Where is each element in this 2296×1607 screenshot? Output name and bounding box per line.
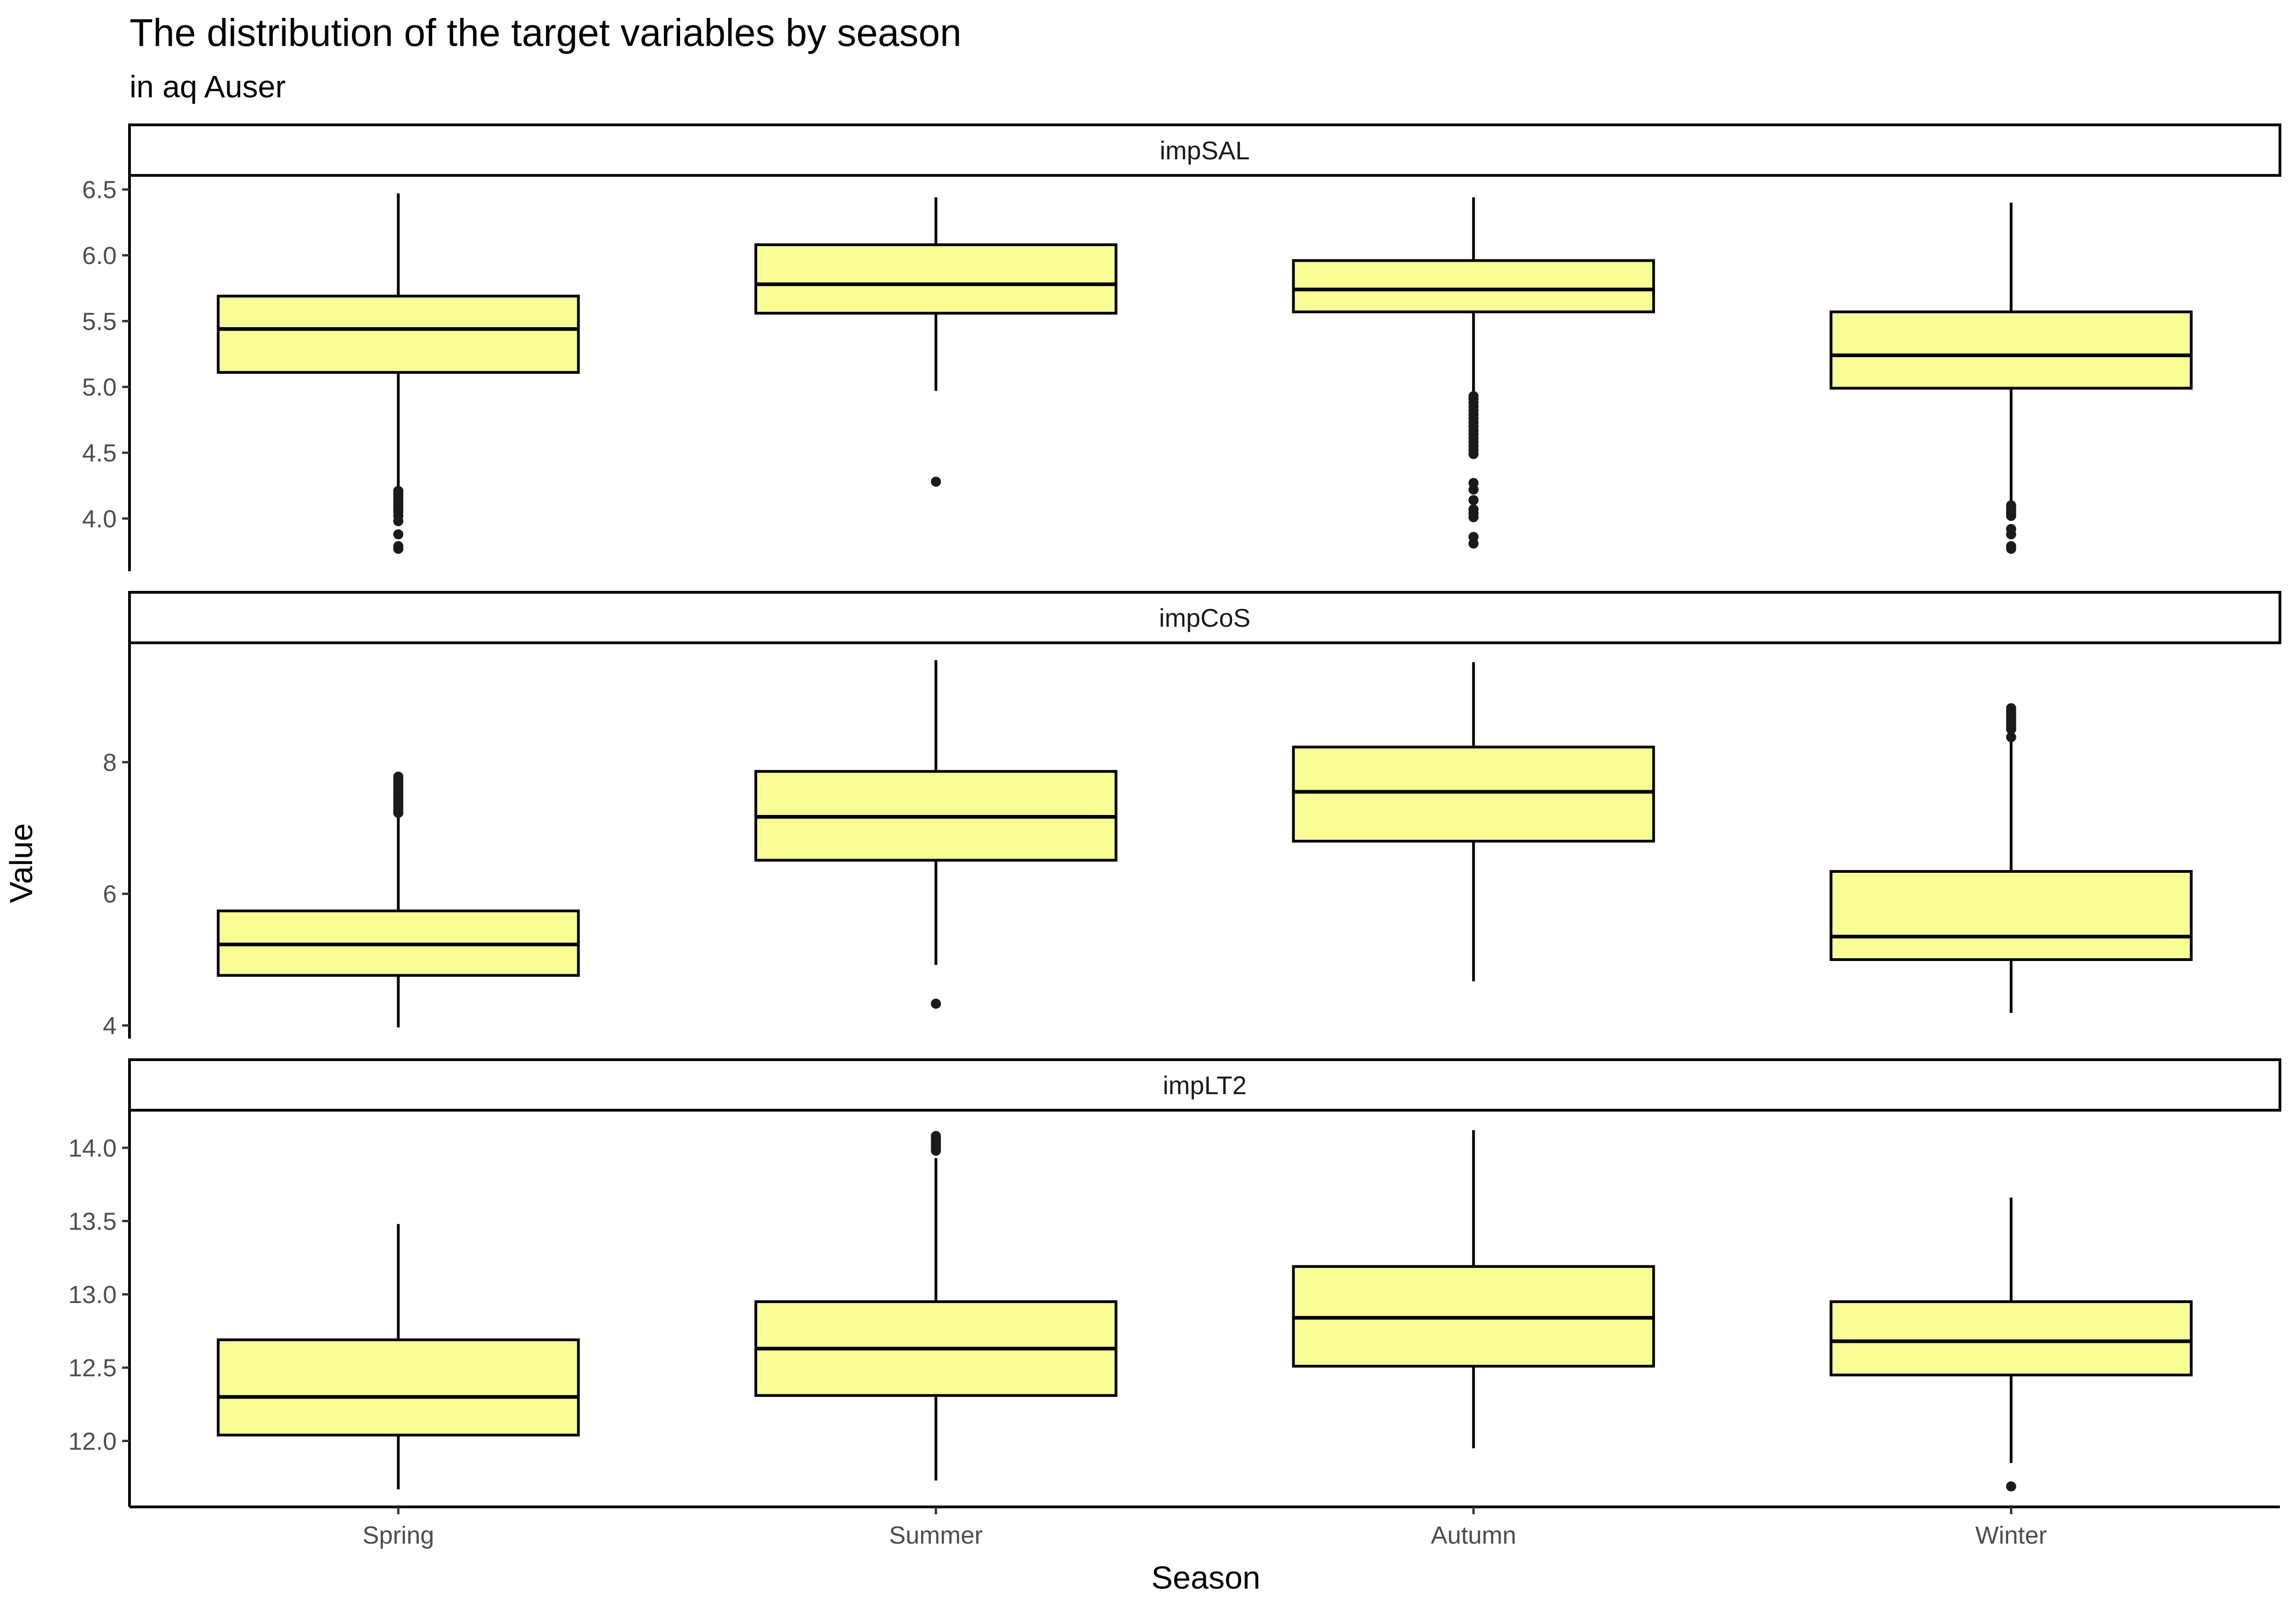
outlier-point <box>2006 1481 2016 1492</box>
strip-label-impLT2: impLT2 <box>1163 1071 1247 1100</box>
outlier-point <box>393 529 404 539</box>
outlier-point <box>1468 484 1479 495</box>
x-axis: Spring Summer Autumn Winter <box>129 1506 2280 1549</box>
y-tick-label: 6.0 <box>82 242 117 270</box>
chart-subtitle: in aq Auser <box>129 69 286 104</box>
y-tick-label: 8 <box>103 749 117 776</box>
x-tick-label: Spring <box>362 1522 434 1549</box>
outlier-point <box>393 516 404 527</box>
box-impSAL-Autumn <box>1292 197 1655 549</box>
outlier-point <box>1468 512 1479 523</box>
outlier-point <box>1468 495 1479 506</box>
iqr-box <box>754 243 1118 315</box>
outlier-point <box>1468 449 1479 459</box>
iqr-box <box>217 1338 580 1437</box>
outlier-point <box>2006 724 2016 735</box>
x-tick-label: Winter <box>1975 1522 2047 1549</box>
y-tick-label: 12.5 <box>68 1354 117 1382</box>
chart-title: The distribution of the target variables… <box>129 11 962 54</box>
strip-label-impSAL: impSAL <box>1159 136 1249 165</box>
outlier-point <box>2006 529 2016 539</box>
strip-impLT2 <box>128 1058 2281 1112</box>
outlier-point <box>931 1146 941 1156</box>
outlier-point <box>931 477 941 487</box>
y-tick-label: 4.5 <box>82 439 117 467</box>
facet-impLT2: impLT2 12.0 12.5 13.0 13.5 14.0 <box>68 1058 2281 1507</box>
iqr-box <box>1292 746 1655 843</box>
box-impLT2-Autumn <box>1292 1130 1655 1449</box>
outlier-point <box>1468 538 1479 549</box>
iqr-box <box>1829 310 2193 390</box>
iqr-box <box>1829 870 2193 961</box>
y-tick-label: 5.5 <box>82 308 117 335</box>
facet-impCoS: impCoS 4 6 8 <box>103 591 2281 1039</box>
strip-impSAL <box>128 124 2281 177</box>
strip-label-impCoS: impCoS <box>1159 603 1250 632</box>
box-impLT2-Winter <box>1829 1197 2193 1492</box>
y-tick-label: 13.0 <box>68 1281 117 1309</box>
box-impCoS-Summer <box>754 660 1118 1009</box>
facet-impSAL: impSAL 4.0 4.5 5.0 5.5 6.0 6.5 <box>82 124 2281 571</box>
x-tick-label: Autumn <box>1431 1522 1516 1549</box>
outlier-point <box>2006 511 2016 521</box>
box-impCoS-Spring <box>217 771 580 1028</box>
iqr-box <box>1292 259 1655 314</box>
outlier-point <box>393 808 404 818</box>
y-tick-label: 4.0 <box>82 505 117 533</box>
box-impLT2-Spring <box>217 1224 580 1489</box>
y-tick-label: 13.5 <box>68 1208 117 1235</box>
box-impCoS-Winter <box>1829 703 2193 1013</box>
y-tick-label: 14.0 <box>68 1135 117 1162</box>
y-tick-label: 5.0 <box>82 374 117 401</box>
facet-panels: impSAL 4.0 4.5 5.0 5.5 6.0 6.5 impCoS 4 6 8 impLT2 1… <box>68 124 2281 1507</box>
strip-impCoS <box>128 591 2281 644</box>
iqr-box <box>217 294 580 374</box>
outlier-point <box>393 544 404 554</box>
y-tick-label: 6 <box>103 881 117 908</box>
x-axis-title: Season <box>1151 1560 1260 1596</box>
x-tick-label: Summer <box>889 1522 983 1549</box>
outlier-point <box>2006 544 2016 554</box>
box-impCoS-Autumn <box>1292 662 1655 982</box>
box-impSAL-Spring <box>217 193 580 554</box>
y-tick-label: 6.5 <box>82 176 117 204</box>
outlier-point <box>931 999 941 1009</box>
y-axis-title: Value <box>3 823 39 903</box>
y-tick-label: 4 <box>103 1012 117 1039</box>
box-impLT2-Summer <box>754 1131 1118 1481</box>
iqr-box <box>1829 1300 2193 1377</box>
y-tick-label: 12.0 <box>68 1427 117 1455</box>
box-impSAL-Winter <box>1829 202 2193 554</box>
box-impSAL-Summer <box>754 197 1118 487</box>
outlier-point <box>2006 732 2016 742</box>
